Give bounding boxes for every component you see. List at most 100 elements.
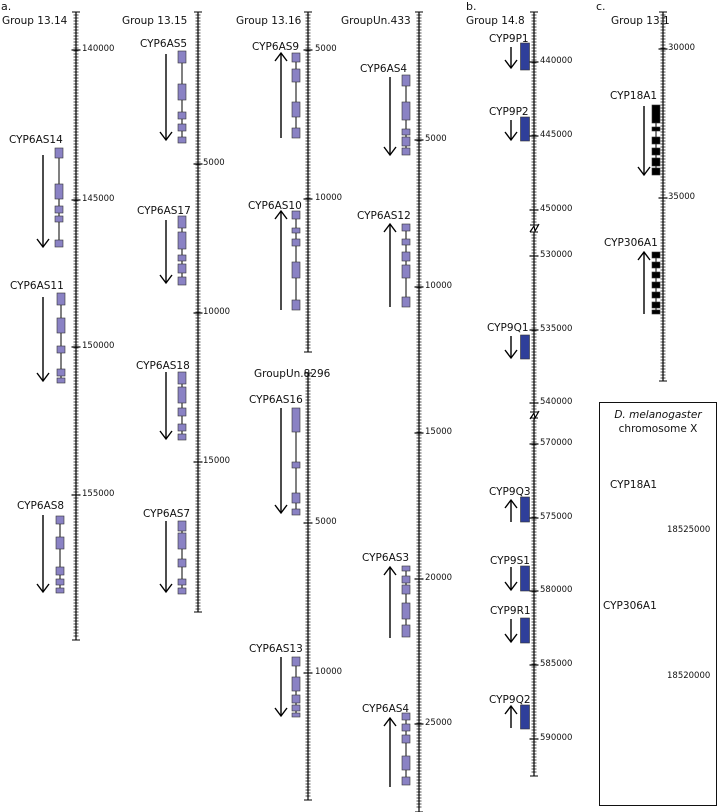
inset-chromosome: chromosome X bbox=[618, 423, 698, 435]
axis-tick-label: 540000 bbox=[540, 397, 573, 407]
panel-label-c: c. bbox=[596, 0, 606, 13]
exon-box bbox=[177, 136, 187, 144]
axis-tick-label: 18525000 bbox=[667, 525, 711, 535]
exon-box bbox=[55, 515, 65, 525]
gene-label: CYP6AS13 bbox=[249, 643, 303, 655]
exon-box bbox=[401, 223, 411, 232]
axis-tick-label: 585000 bbox=[540, 659, 573, 669]
exon-box bbox=[520, 704, 530, 730]
exon-box bbox=[401, 624, 411, 638]
exon-box bbox=[291, 492, 301, 504]
axis-tick-label: 580000 bbox=[540, 585, 573, 595]
exon-box bbox=[401, 74, 411, 87]
exon-box bbox=[520, 116, 530, 142]
strand-arrow-head bbox=[159, 430, 173, 441]
exon-box bbox=[291, 676, 301, 692]
exon-box bbox=[651, 104, 661, 124]
strand-arrow-head bbox=[36, 372, 50, 383]
exon-box bbox=[401, 136, 411, 147]
gene-label: CYP6AS17 bbox=[137, 205, 191, 217]
exon-box bbox=[291, 407, 301, 433]
strand-arrow-head bbox=[504, 349, 518, 360]
exon-box bbox=[651, 126, 661, 132]
exon-box bbox=[401, 565, 411, 572]
exon-box bbox=[177, 123, 187, 132]
exon-box bbox=[56, 377, 66, 384]
gene-label: CYP18A1 bbox=[610, 479, 658, 491]
exon-box bbox=[291, 461, 301, 469]
exon-box bbox=[291, 68, 301, 83]
gene-label: CYP9P2 bbox=[489, 106, 529, 118]
exon-box bbox=[651, 281, 661, 289]
exon-box bbox=[177, 407, 187, 417]
panel-label-b: b. bbox=[466, 0, 477, 13]
exon-box bbox=[54, 147, 64, 159]
axis-tick-label: 35000 bbox=[668, 192, 696, 202]
gene-label: CYP306A1 bbox=[604, 237, 658, 249]
exon-box bbox=[177, 215, 187, 229]
gene-label: CYP6AS11 bbox=[10, 280, 64, 292]
exon-box bbox=[291, 704, 301, 712]
gene-label: CYP9Q2 bbox=[489, 694, 531, 706]
strand-arrow-head bbox=[504, 498, 518, 509]
gene-label: CYP9S1 bbox=[490, 555, 530, 567]
axis-tick-label: 25000 bbox=[425, 718, 453, 728]
axis-tick-label: 10000 bbox=[315, 667, 343, 677]
exon-box bbox=[177, 371, 187, 385]
exon-box bbox=[651, 147, 661, 156]
axis-tick-label: 30000 bbox=[668, 43, 696, 53]
strand-arrow-head bbox=[504, 704, 518, 715]
axis-tick-label: 10000 bbox=[315, 193, 343, 203]
exon-box bbox=[177, 423, 187, 432]
axis-tick-label: 15000 bbox=[203, 456, 231, 466]
exon-box bbox=[401, 101, 411, 121]
gene-label: CYP6AS10 bbox=[248, 200, 302, 212]
axis-tick-label: 440000 bbox=[540, 56, 573, 66]
exon-box bbox=[291, 712, 301, 718]
exon-box bbox=[401, 251, 411, 262]
strand-arrow-head bbox=[274, 504, 288, 515]
exon-box bbox=[401, 147, 411, 156]
exon-box bbox=[651, 301, 661, 309]
strand-arrow-head bbox=[159, 583, 173, 594]
exon-box bbox=[401, 296, 411, 308]
exon-box bbox=[401, 755, 411, 771]
exon-box bbox=[177, 50, 187, 64]
exon-box bbox=[177, 532, 187, 550]
strand-arrow-head bbox=[36, 238, 50, 249]
exon-box bbox=[54, 183, 64, 200]
axis-tick-label: 570000 bbox=[540, 438, 573, 448]
exon-box bbox=[401, 712, 411, 721]
exon-box bbox=[177, 111, 187, 120]
exon-box bbox=[651, 261, 661, 269]
exon-box bbox=[177, 231, 187, 250]
exon-box bbox=[401, 602, 411, 620]
strand-arrow-head bbox=[274, 51, 288, 62]
exon-box bbox=[56, 345, 66, 354]
exon-box bbox=[651, 167, 661, 176]
exon-box bbox=[55, 536, 65, 550]
gene-label: CYP6AS16 bbox=[249, 394, 303, 406]
exon-box bbox=[55, 587, 65, 594]
gene-label: CYP6AS12 bbox=[357, 210, 411, 222]
exon-box bbox=[401, 264, 411, 279]
exon-box bbox=[651, 309, 661, 315]
exon-box bbox=[56, 368, 66, 377]
exon-box bbox=[55, 566, 65, 576]
exon-box bbox=[291, 261, 301, 279]
exon-box bbox=[401, 776, 411, 786]
axis-tick-label: 140000 bbox=[82, 44, 115, 54]
exon-box bbox=[55, 578, 65, 586]
axis-tick-label: 5000 bbox=[203, 158, 225, 168]
exon-box bbox=[177, 520, 187, 532]
exon-box bbox=[177, 578, 187, 586]
exon-box bbox=[401, 575, 411, 584]
gene-label: CYP9Q3 bbox=[489, 486, 531, 498]
gene-label: CYP9R1 bbox=[490, 605, 531, 617]
gene-label: CYP6AS4 bbox=[362, 703, 410, 715]
group-title: Group 14.8 bbox=[466, 15, 525, 27]
exon-box bbox=[291, 508, 301, 516]
exon-box bbox=[651, 291, 661, 299]
gene-label: CYP6AS5 bbox=[140, 38, 188, 50]
